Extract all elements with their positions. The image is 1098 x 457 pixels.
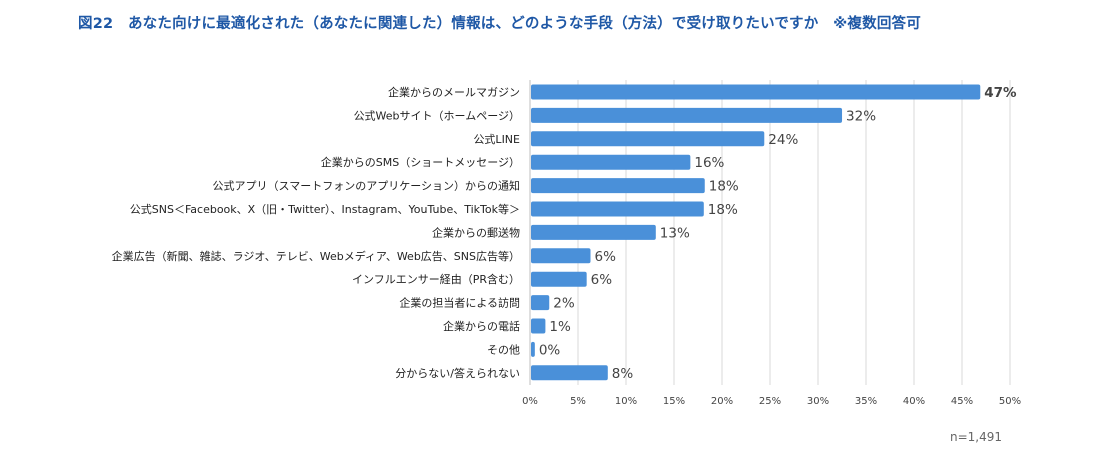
category-label: 企業からの電話 [443, 319, 520, 333]
data-label: 18% [709, 179, 739, 195]
bar [531, 178, 705, 194]
x-tick-label: 35% [855, 396, 877, 407]
category-label: 公式アプリ（スマートフォンのアプリケーション）からの通知 [213, 179, 520, 193]
sample-size-note: n=1,491 [950, 430, 1003, 444]
x-tick-label: 25% [759, 396, 781, 407]
bar [531, 131, 765, 147]
bar [531, 224, 656, 240]
bar [531, 295, 550, 311]
category-label: 企業からの郵送物 [432, 225, 520, 239]
category-label: 企業からのメールマガジン [388, 85, 520, 99]
bar [531, 107, 843, 123]
bar [531, 341, 535, 357]
category-label: 分からない/答えられない [395, 366, 520, 380]
category-label: 企業広告（新聞、雑誌、ラジオ、テレビ、Webメディア、Web広告、SNS広告等） [112, 249, 520, 263]
x-tick-label: 40% [903, 396, 925, 407]
bar [531, 201, 704, 217]
bar [531, 271, 587, 287]
category-label: 企業からのSMS（ショートメッセージ） [321, 155, 520, 169]
x-tick-label: 20% [711, 396, 733, 407]
category-label: 公式Webサイト（ホームページ） [354, 109, 520, 122]
data-label: 1% [549, 319, 571, 335]
data-label: 2% [553, 296, 575, 312]
category-label: その他 [487, 343, 520, 356]
data-label: 6% [591, 272, 613, 288]
bar [531, 318, 546, 334]
x-tick-label: 10% [615, 396, 637, 407]
bar [531, 154, 691, 170]
data-label: 18% [708, 202, 738, 218]
x-tick-label: 45% [951, 396, 973, 407]
category-label: 企業の担当者による訪問 [399, 296, 520, 310]
data-label: 8% [612, 366, 634, 382]
category-label: 公式LINE [473, 133, 520, 146]
data-label: 13% [660, 225, 690, 241]
chart-title: 図22 あなた向けに最適化された（あなたに関連した）情報は、どのような手段（方法… [78, 16, 921, 32]
bar [531, 248, 591, 264]
x-tick-label: 50% [999, 396, 1021, 407]
x-tick-label: 0% [522, 396, 538, 407]
data-label: 24% [768, 132, 798, 148]
data-label: 6% [595, 249, 617, 265]
category-label: 公式SNS＜Facebook、X（旧・Twitter）、Instagram、Yo… [130, 202, 520, 216]
x-tick-label: 5% [570, 396, 586, 407]
category-label: インフルエンサー経由（PR含む） [352, 272, 520, 286]
data-label: 0% [539, 342, 561, 358]
x-tick-label: 30% [807, 396, 829, 407]
bar [531, 84, 981, 100]
bar [531, 365, 608, 381]
x-tick-label: 15% [663, 396, 685, 407]
data-label: 32% [846, 108, 876, 124]
data-label: 16% [694, 155, 724, 171]
data-label: 47% [984, 85, 1017, 101]
